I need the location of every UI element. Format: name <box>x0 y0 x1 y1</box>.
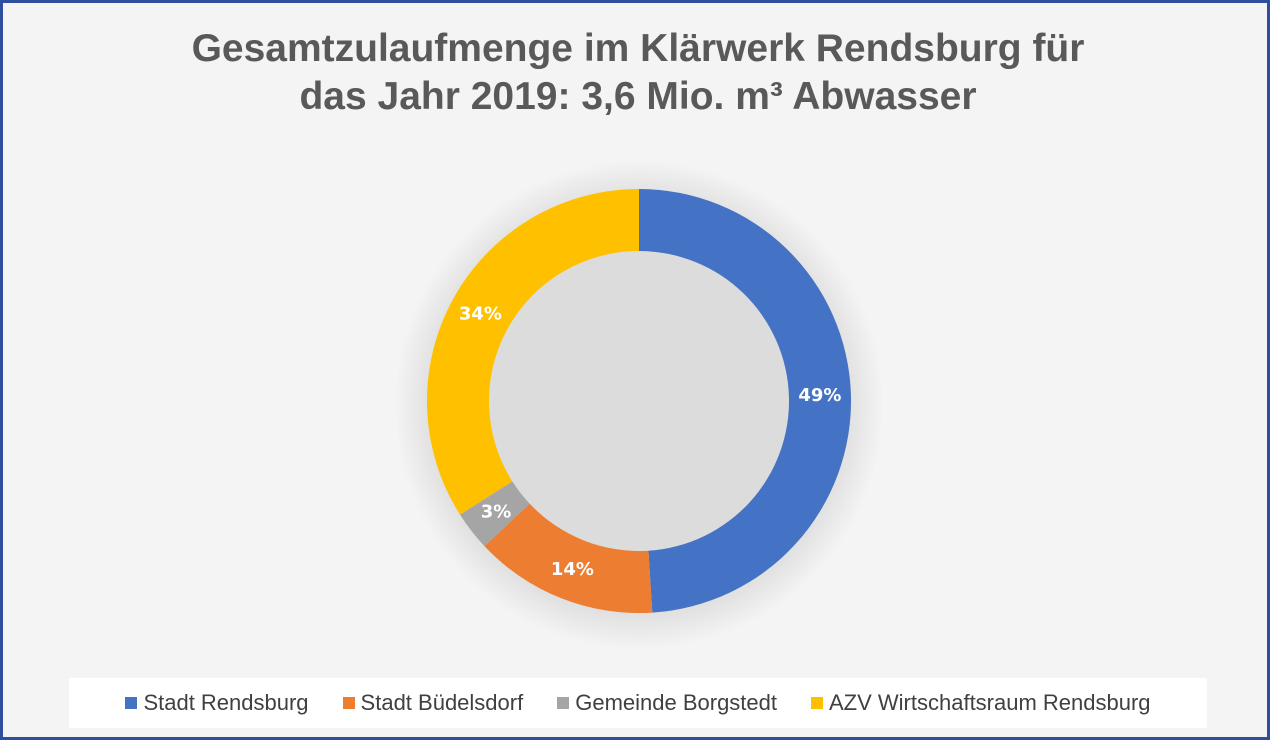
legend-swatch <box>125 697 138 709</box>
data-label-0: 49% <box>798 385 841 406</box>
data-label-2: 3% <box>481 501 512 522</box>
chart-title-line-2: das Jahr 2019: 3,6 Mio. m³ Abwasser <box>299 75 977 118</box>
legend-item-stadt-rendsburg: Stadt Rendsburg <box>125 690 309 716</box>
legend-swatch <box>811 697 823 709</box>
donut-slices <box>427 189 852 614</box>
data-label-3: 34% <box>459 303 502 324</box>
chart-title: Gesamtzulaufmenge im Klärwerk Rendsburg … <box>3 25 1267 121</box>
data-labels: 49% 14% 3% 34% <box>459 303 842 579</box>
legend-label: Stadt Büdelsdorf <box>360 690 524 715</box>
legend-label: AZV Wirtschaftsraum Rendsburg <box>829 690 1151 715</box>
legend-item-stadt-buedelsdorf: Stadt Büdelsdorf <box>342 690 524 716</box>
donut-slice-1 <box>484 503 653 614</box>
legend-swatch <box>557 697 570 709</box>
chart-title-line-1: Gesamtzulaufmenge im Klärwerk Rendsburg … <box>191 27 1085 70</box>
legend-swatch <box>342 697 355 709</box>
donut-slice-3 <box>427 189 639 515</box>
donut-chart: 49% 14% 3% 34% <box>394 160 884 650</box>
data-label-1: 14% <box>551 559 594 580</box>
legend-item-azv: AZV Wirtschaftsraum Rendsburg <box>811 690 1151 716</box>
legend: Stadt Rendsburg Stadt Büdelsdorf Gemeind… <box>69 678 1207 728</box>
donut-slice-2 <box>460 481 530 547</box>
legend-label: Gemeinde Borgstedt <box>575 690 777 715</box>
donut-slice-0 <box>639 189 852 613</box>
legend-label: Stadt Rendsburg <box>143 690 309 715</box>
legend-item-gemeinde-borgstedt: Gemeinde Borgstedt <box>557 690 777 716</box>
